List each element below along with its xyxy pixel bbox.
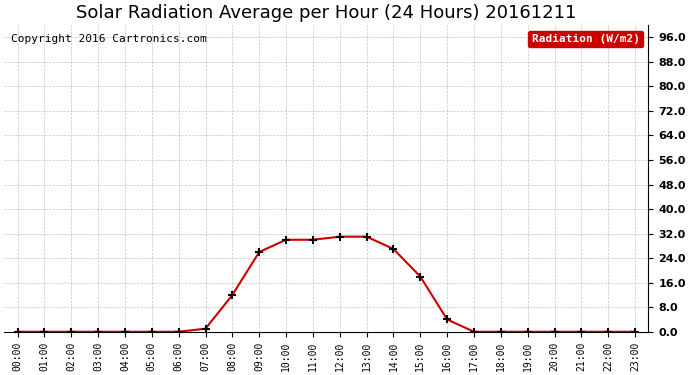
Text: Copyright 2016 Cartronics.com: Copyright 2016 Cartronics.com — [10, 34, 206, 44]
Legend: Radiation (W/m2): Radiation (W/m2) — [529, 31, 643, 47]
Title: Solar Radiation Average per Hour (24 Hours) 20161211: Solar Radiation Average per Hour (24 Hou… — [76, 4, 577, 22]
